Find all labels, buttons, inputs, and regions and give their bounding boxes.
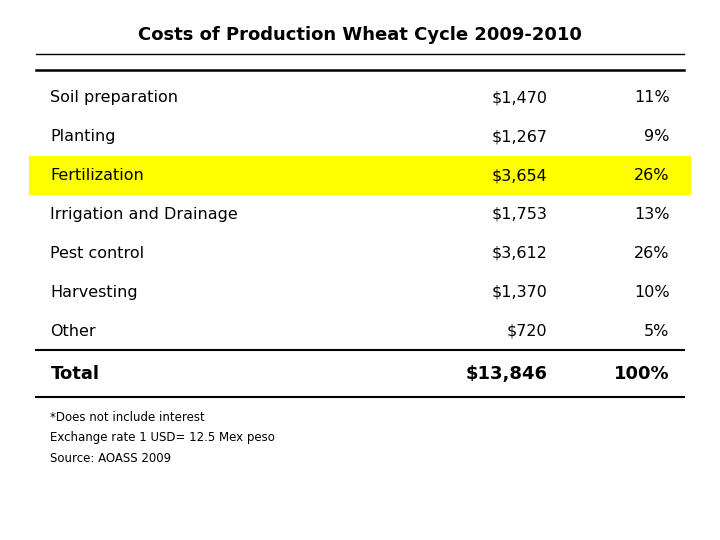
Text: $3,612: $3,612 bbox=[491, 246, 547, 261]
Text: $1,470: $1,470 bbox=[491, 90, 547, 105]
Text: $3,654: $3,654 bbox=[492, 168, 547, 183]
Text: Other: Other bbox=[50, 323, 96, 339]
Text: Planting: Planting bbox=[50, 129, 116, 144]
Text: $1,267: $1,267 bbox=[491, 129, 547, 144]
Text: 10%: 10% bbox=[634, 285, 670, 300]
Text: *Does not include interest: *Does not include interest bbox=[50, 410, 205, 423]
Text: Total: Total bbox=[50, 365, 99, 383]
Text: Exchange rate 1 USD= 12.5 Mex peso: Exchange rate 1 USD= 12.5 Mex peso bbox=[50, 431, 275, 444]
Text: $1,370: $1,370 bbox=[491, 285, 547, 300]
Text: Harvesting: Harvesting bbox=[50, 285, 138, 300]
Text: Soil preparation: Soil preparation bbox=[50, 90, 179, 105]
Text: 9%: 9% bbox=[644, 129, 670, 144]
Text: Pest control: Pest control bbox=[50, 246, 145, 261]
Text: Fertilization: Fertilization bbox=[50, 168, 144, 183]
Text: $13,846: $13,846 bbox=[465, 365, 547, 383]
Text: 11%: 11% bbox=[634, 90, 670, 105]
Text: 100%: 100% bbox=[614, 365, 670, 383]
Text: 5%: 5% bbox=[644, 323, 670, 339]
Bar bbox=[29, 156, 691, 195]
Text: Source: AOASS 2009: Source: AOASS 2009 bbox=[50, 451, 171, 464]
Text: $1,753: $1,753 bbox=[491, 207, 547, 222]
Text: $720: $720 bbox=[507, 323, 547, 339]
Text: 26%: 26% bbox=[634, 246, 670, 261]
Text: 13%: 13% bbox=[634, 207, 670, 222]
Text: Costs of Production Wheat Cycle 2009-2010: Costs of Production Wheat Cycle 2009-201… bbox=[138, 26, 582, 44]
Text: 26%: 26% bbox=[634, 168, 670, 183]
Text: Irrigation and Drainage: Irrigation and Drainage bbox=[50, 207, 238, 222]
